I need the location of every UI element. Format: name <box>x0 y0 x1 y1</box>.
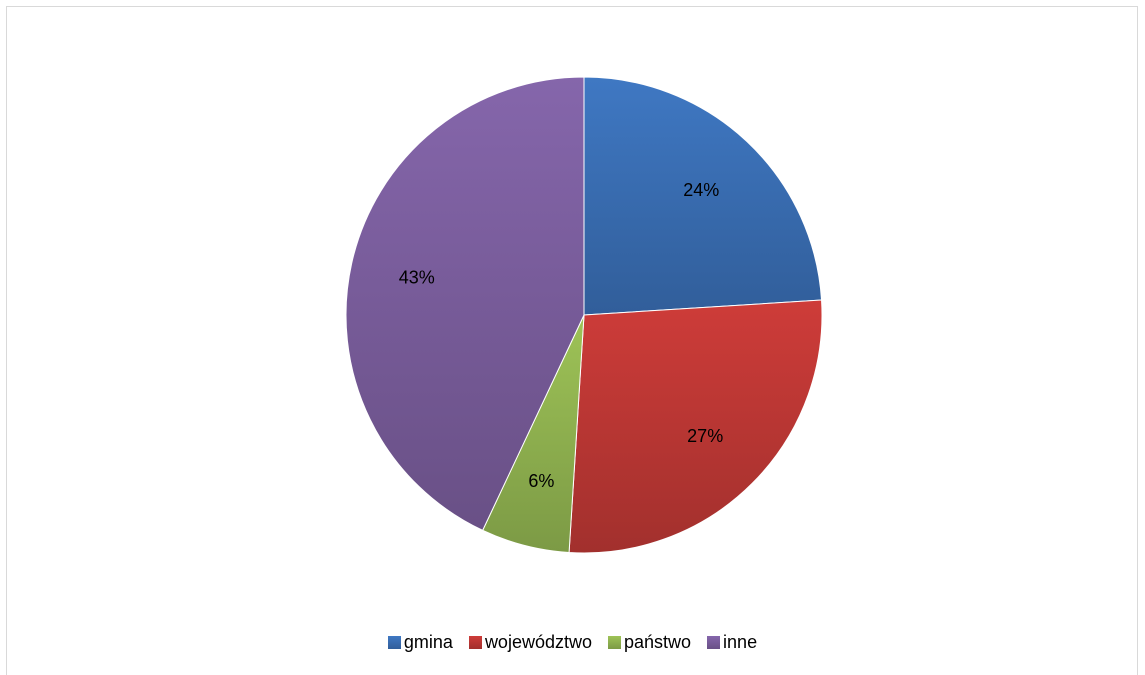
legend-swatch-państwo <box>608 636 621 649</box>
legend-item-gmina: gmina <box>387 632 453 653</box>
pie-slice-inne <box>345 76 585 532</box>
data-label-województwo: 27% <box>687 426 723 446</box>
data-label-państwo: 6% <box>528 471 554 491</box>
legend-item-województwo: województwo <box>468 632 592 653</box>
legend-label: gmina <box>403 632 453 652</box>
legend-label: państwo <box>624 632 692 652</box>
legend-swatch-gmina <box>387 636 401 649</box>
pie-slice-gmina <box>583 76 823 316</box>
pie-slice-województwo <box>568 299 823 554</box>
legend-label: województwo <box>484 632 592 652</box>
legend-label: inne <box>723 632 758 652</box>
pie-data-labels: 24% 27% 6% 43% <box>399 180 723 491</box>
legend-item-inne: inne <box>707 632 757 653</box>
data-label-gmina: 24% <box>683 180 719 200</box>
legend-item-państwo: państwo <box>608 632 691 653</box>
data-label-inne: 43% <box>399 268 435 288</box>
pie-slices <box>345 76 823 554</box>
legend-swatch-inne <box>707 636 721 649</box>
chart-legend: gmina województwo państwo inne <box>0 632 1145 653</box>
legend-swatch-województwo <box>468 636 482 649</box>
